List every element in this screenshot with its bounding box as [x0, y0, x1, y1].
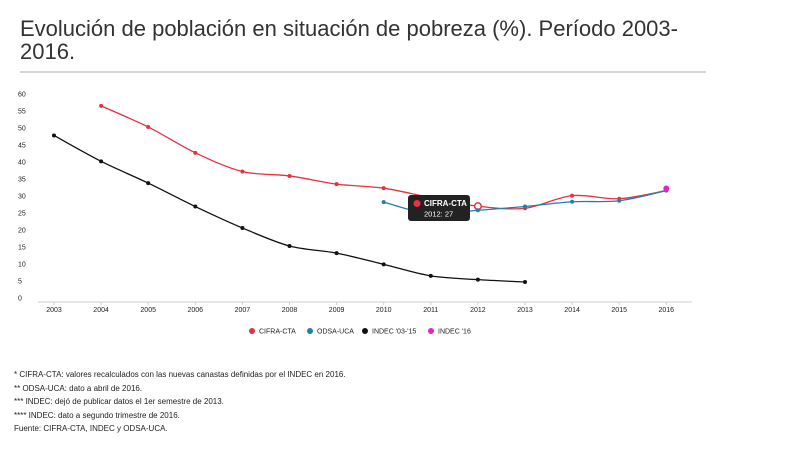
legend-swatch: [249, 328, 255, 334]
tooltip: CIFRA-CTA 2012: 27: [408, 195, 470, 221]
y-tick-label: 30: [18, 194, 26, 201]
y-tick-label: 0: [18, 296, 22, 303]
legend-label: INDEC '03-'15: [372, 329, 416, 336]
data-point: [146, 124, 151, 129]
series-indec-03-15: [52, 133, 527, 285]
data-point: [193, 204, 198, 209]
x-tick-label: 2010: [376, 307, 392, 314]
x-axis: 2003 2004 2005 2006 2007 2008 2009 2010 2011 2012…: [46, 302, 674, 314]
tooltip-box: [408, 195, 470, 221]
data-point: [617, 198, 622, 203]
data-point: [99, 103, 104, 108]
footnote-odsa: ** ODSA-UCA: dato a abril de 2016.: [14, 383, 143, 393]
data-point: [381, 200, 386, 205]
data-point: [334, 251, 339, 256]
title-divider: [20, 71, 706, 73]
series-indec-16: [663, 185, 670, 192]
data-point: [146, 181, 151, 186]
data-point: [663, 185, 670, 192]
tooltip-series-name: CIFRA-CTA: [424, 199, 467, 208]
legend-item-odsa-uca: ODSA-UCA: [307, 328, 354, 336]
x-tick-label: 2008: [282, 307, 298, 314]
series-line-cifra-cta: [100, 105, 667, 210]
data-point: [475, 208, 480, 213]
y-tick-label: 5: [18, 279, 22, 286]
legend-swatch: [428, 328, 434, 334]
x-tick-label: 2011: [423, 307, 438, 314]
footnote-cifra: * CIFRA-CTA: valores recalculados con la…: [14, 370, 346, 379]
y-tick-label: 25: [18, 211, 26, 218]
x-tick-label: 2012: [470, 307, 486, 314]
y-tick-label: 15: [18, 245, 26, 252]
series-cifra-cta: [99, 103, 669, 211]
x-tick-label: 2014: [564, 307, 580, 314]
data-point: [287, 173, 292, 178]
footnote-indec-2016: **** INDEC: dato a segundo trimestre de …: [14, 410, 180, 420]
x-tick-label: 2016: [659, 307, 675, 314]
y-tick-label: 35: [18, 177, 26, 184]
data-point: [334, 182, 339, 187]
x-tick-label: 2007: [235, 307, 251, 314]
legend: CIFRA-CTA ODSA-UCA INDEC '03-'15 INDEC '16: [249, 328, 471, 336]
x-tick-label: 2004: [93, 307, 109, 314]
x-tick-label: 2006: [188, 307, 204, 314]
data-point: [240, 169, 245, 174]
tooltip-swatch: [413, 200, 421, 207]
y-tick-label: 60: [18, 92, 26, 99]
legend-item-cifra-cta: CIFRA-CTA: [249, 328, 296, 336]
data-point: [570, 193, 575, 198]
data-point: [381, 262, 386, 267]
legend-label: ODSA-UCA: [317, 329, 354, 336]
data-point: [570, 199, 575, 204]
series-layer: [52, 103, 670, 285]
data-point: [287, 243, 292, 248]
x-tick-label: 2013: [517, 307, 533, 314]
data-point: [523, 280, 527, 285]
y-tick-label: 10: [18, 262, 26, 269]
data-point: [381, 186, 386, 191]
data-point: [523, 204, 527, 209]
x-tick-label: 2005: [140, 307, 156, 314]
legend-label: CIFRA-CTA: [259, 329, 296, 336]
chart-title: Evolución de población en situación de p…: [20, 16, 678, 64]
legend-swatch: [362, 328, 368, 334]
y-tick-label: 55: [18, 109, 26, 116]
y-tick-label: 20: [18, 228, 26, 235]
y-tick-label: 50: [18, 126, 26, 133]
data-point: [99, 159, 104, 164]
y-tick-label: 40: [18, 160, 26, 167]
data-point: [475, 277, 480, 282]
legend-item-indec-16: INDEC '16: [428, 328, 471, 336]
footnote-indec-2013: *** INDEC: dejó de publicar datos el 1er…: [14, 397, 224, 406]
legend-label: INDEC '16: [438, 329, 471, 336]
source-note: Fuente: CIFRA-CTA, INDEC y ODSA-UCA.: [14, 424, 168, 433]
y-axis: 0 5 10 15 20 25 30 35 40 45 50 55 60: [18, 92, 26, 303]
data-point: [193, 150, 198, 155]
data-point: [428, 273, 433, 278]
y-tick-label: 45: [18, 143, 26, 150]
legend-swatch: [307, 328, 313, 334]
legend-item-indec-03-15: INDEC '03-'15: [362, 328, 416, 336]
x-tick-label: 2009: [329, 307, 345, 314]
x-tick-label: 2015: [611, 307, 627, 314]
data-point: [240, 225, 245, 230]
footnotes: * CIFRA-CTA: valores recalculados con la…: [14, 368, 346, 436]
data-point: [52, 133, 56, 138]
x-tick-label: 2003: [46, 307, 62, 314]
tooltip-value: 2012: 27: [424, 210, 453, 219]
